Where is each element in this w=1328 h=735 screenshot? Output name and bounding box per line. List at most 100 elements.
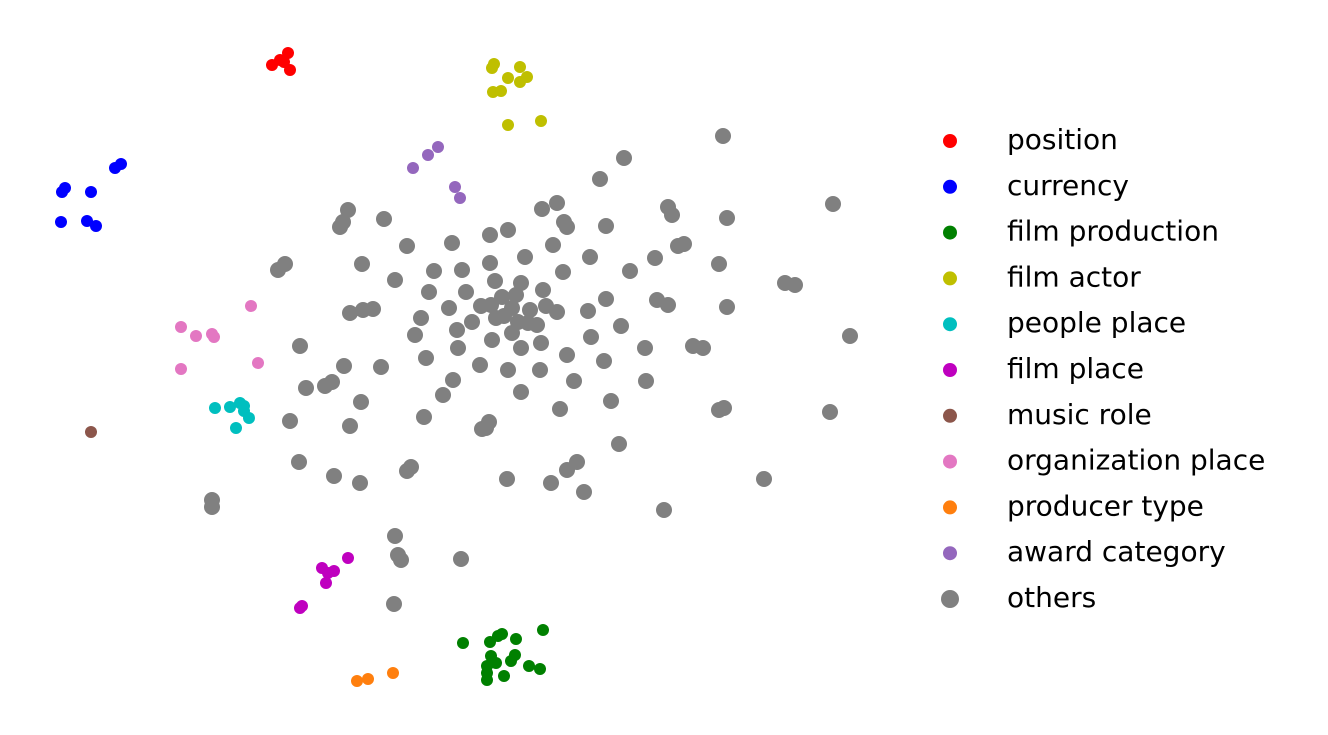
scatter-point [441, 300, 457, 316]
scatter-point [496, 628, 508, 640]
scatter-point [496, 308, 512, 324]
scatter-point [435, 387, 451, 403]
scatter-point [500, 222, 516, 238]
scatter-point [399, 238, 415, 254]
scatter-point [543, 475, 559, 491]
scatter-point [387, 272, 403, 288]
scatter-point [660, 297, 676, 313]
scatter-point [495, 85, 507, 97]
scatter-point [245, 300, 257, 312]
scatter-point [592, 171, 608, 187]
scatter-point [282, 413, 298, 429]
scatter-point [432, 141, 444, 153]
scatter-point [342, 418, 358, 434]
scatter-point [534, 201, 550, 217]
scatter-point [444, 235, 460, 251]
scatter-point [508, 287, 524, 303]
scatter-point [715, 128, 731, 144]
scatter-point [454, 262, 470, 278]
scatter-point [336, 358, 352, 374]
scatter-point [353, 394, 369, 410]
scatter-point [175, 321, 187, 333]
legend-marker [943, 408, 957, 423]
scatter-point [204, 499, 220, 515]
legend-label: currency [1007, 169, 1129, 202]
scatter-point [664, 207, 680, 223]
scatter-point [535, 282, 551, 298]
scatter-point [482, 227, 498, 243]
scatter-point [569, 454, 585, 470]
legend-marker [943, 363, 957, 377]
scatter-point [484, 332, 500, 348]
scatter-point [505, 655, 517, 667]
scatter-point [510, 633, 522, 645]
scatter-point [342, 552, 354, 564]
scatter-point [474, 421, 490, 437]
scatter-point [825, 196, 841, 212]
scatter-point [115, 158, 127, 170]
scatter-point [322, 567, 334, 579]
scatter-point [498, 670, 510, 682]
scatter-point [399, 463, 415, 479]
scatter-point [637, 340, 653, 356]
scatter-point [566, 373, 582, 389]
legend-label: film actor [1007, 260, 1141, 293]
scatter-point [282, 47, 294, 59]
scatter-point [523, 660, 535, 672]
scatter-point [842, 328, 858, 344]
scatter-point [453, 551, 469, 567]
legend-marker [943, 179, 957, 194]
scatter-point [549, 195, 565, 211]
scatter-point [418, 350, 434, 366]
scatter-point [756, 471, 772, 487]
scatter-point [716, 400, 732, 416]
scatter-point [535, 115, 547, 127]
scatter-point [85, 426, 97, 438]
scatter-point [695, 340, 711, 356]
scatter-point [529, 317, 545, 333]
scatter-point [502, 119, 514, 131]
scatter-point [324, 374, 340, 390]
scatter-point [719, 210, 735, 226]
scatter-point [454, 192, 466, 204]
scatter-point [483, 297, 499, 313]
legend-label: music role [1007, 398, 1152, 431]
scatter-point [342, 305, 358, 321]
scatter-point [622, 263, 638, 279]
scatter-point [422, 149, 434, 161]
scatter-point [552, 401, 568, 417]
scatter-point [59, 182, 71, 194]
scatter-point [559, 219, 575, 235]
scatter-point [537, 624, 549, 636]
legend-marker [943, 546, 957, 561]
scatter-point [583, 329, 599, 345]
legend-marker [943, 271, 957, 286]
scatter-point [582, 249, 598, 265]
scatter-point [488, 58, 500, 70]
scatter-point [457, 637, 469, 649]
scatter-point [230, 422, 242, 434]
scatter-point [326, 468, 342, 484]
scatter-point [822, 404, 838, 420]
legend-marker [943, 225, 957, 240]
scatter-point [499, 471, 515, 487]
scatter-point [534, 663, 546, 675]
scatter-point [611, 436, 627, 452]
scatter-point [449, 181, 461, 193]
scatter-point [482, 255, 498, 271]
scatter-point [387, 667, 399, 679]
scatter-point [354, 256, 370, 272]
legend-marker [941, 590, 959, 608]
scatter-point [351, 675, 363, 687]
scatter-point [387, 528, 403, 544]
scatter-point [513, 340, 529, 356]
legend-marker [943, 317, 957, 332]
scatter-point [449, 322, 465, 338]
scatter-point [522, 302, 538, 318]
scatter-point [647, 250, 663, 266]
legend-label: position [1007, 123, 1118, 156]
scatter-point [224, 401, 236, 413]
scatter-point [208, 331, 220, 343]
legend-label: organization place [1007, 444, 1265, 477]
scatter-point [521, 71, 533, 83]
